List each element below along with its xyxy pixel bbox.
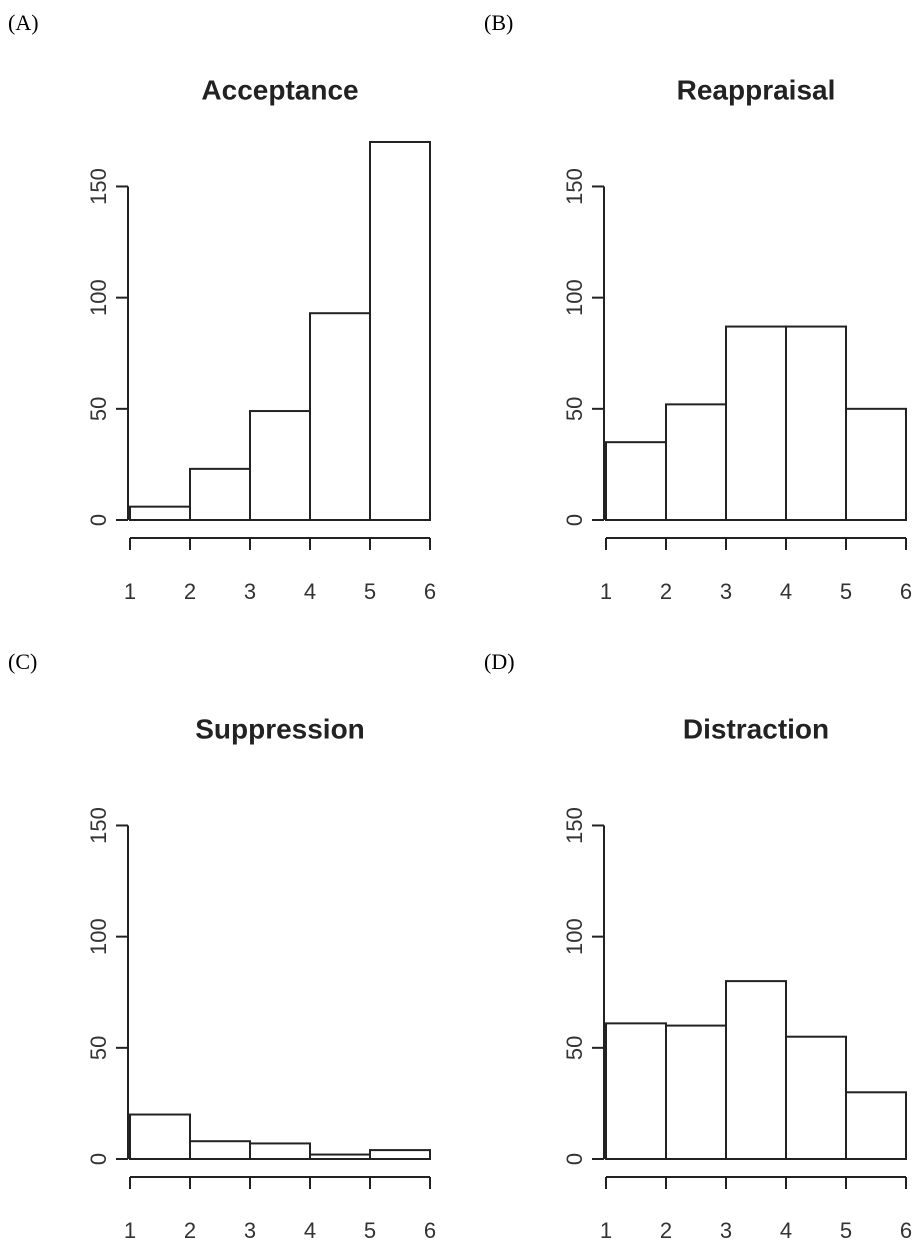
x-tick-label: 6 (900, 579, 912, 604)
x-tick-label: 5 (364, 579, 376, 604)
panel-label: (C) (8, 649, 37, 674)
bar (845, 1091, 907, 1160)
y-tick-label: 50 (86, 397, 111, 421)
bar (249, 1142, 311, 1161)
x-tick-label: 5 (840, 1218, 852, 1243)
chart-title: Reappraisal (677, 74, 836, 105)
chart-title: Acceptance (201, 74, 358, 105)
x-tick-label: 3 (244, 579, 256, 604)
bar (189, 467, 251, 522)
x-tick-label: 6 (424, 579, 436, 604)
x-tick-label: 4 (780, 579, 792, 604)
y-tick-label: 0 (562, 1153, 587, 1165)
bar (249, 410, 311, 521)
x-tick-label: 4 (304, 579, 316, 604)
bar (129, 505, 191, 521)
bar (369, 1149, 431, 1160)
bar (845, 407, 907, 521)
x-tick-label: 1 (600, 579, 612, 604)
x-tick-label: 1 (124, 579, 136, 604)
x-tick-label: 6 (424, 1218, 436, 1243)
x-tick-label: 6 (900, 1218, 912, 1243)
bar (725, 980, 787, 1161)
y-tick-label: 50 (86, 1036, 111, 1060)
bar (309, 1153, 371, 1161)
bar (605, 441, 667, 522)
chart-title: Suppression (195, 713, 365, 744)
y-tick-label: 0 (86, 1153, 111, 1165)
y-tick-label: 150 (562, 807, 587, 844)
bar (665, 403, 727, 521)
bar (785, 325, 847, 521)
x-tick-label: 1 (600, 1218, 612, 1243)
x-tick-label: 3 (720, 1218, 732, 1243)
y-tick-label: 100 (562, 279, 587, 316)
bar (605, 1022, 667, 1160)
y-tick-label: 150 (562, 168, 587, 205)
x-tick-label: 1 (124, 1218, 136, 1243)
bar (665, 1024, 727, 1161)
x-tick-label: 4 (780, 1218, 792, 1243)
bar (129, 1113, 191, 1161)
x-tick-label: 2 (184, 579, 196, 604)
chart-title: Distraction (683, 713, 829, 744)
bar (725, 325, 787, 521)
bar (785, 1035, 847, 1161)
x-tick-label: 2 (184, 1218, 196, 1243)
y-tick-label: 0 (86, 514, 111, 526)
y-tick-label: 150 (86, 168, 111, 205)
bar (369, 141, 431, 521)
panel-label: (A) (8, 10, 39, 35)
y-tick-label: 100 (86, 279, 111, 316)
panel-label: (D) (484, 649, 515, 674)
x-tick-label: 5 (840, 579, 852, 604)
x-tick-label: 3 (244, 1218, 256, 1243)
x-tick-label: 2 (660, 579, 672, 604)
bar (189, 1140, 251, 1161)
y-tick-label: 100 (562, 918, 587, 955)
panel-label: (B) (484, 10, 513, 35)
bar (309, 312, 371, 521)
x-tick-label: 4 (304, 1218, 316, 1243)
y-tick-label: 50 (562, 1036, 587, 1060)
x-tick-label: 5 (364, 1218, 376, 1243)
x-tick-label: 2 (660, 1218, 672, 1243)
y-tick-label: 100 (86, 918, 111, 955)
y-tick-label: 150 (86, 807, 111, 844)
y-tick-label: 0 (562, 514, 587, 526)
y-tick-label: 50 (562, 397, 587, 421)
x-tick-label: 3 (720, 579, 732, 604)
